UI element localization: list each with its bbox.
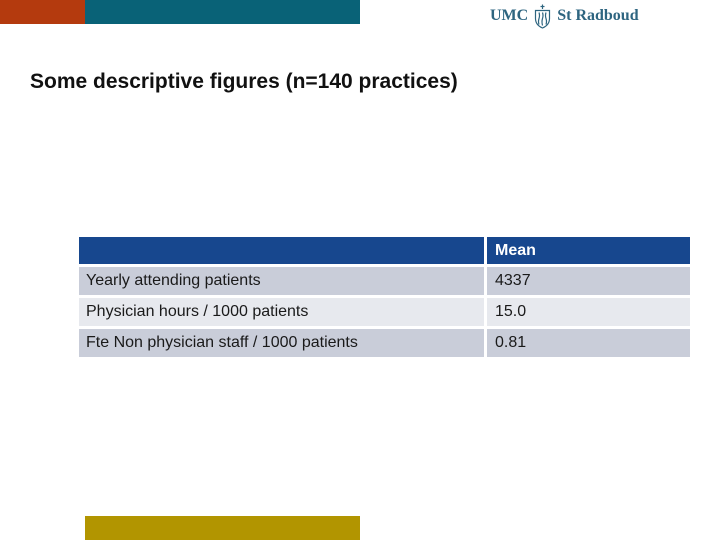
table-row-label: Yearly attending patients [79, 267, 484, 295]
bottom-gold-bar [85, 516, 360, 540]
top-left-red-bar [0, 0, 85, 24]
slide-title: Some descriptive figures (n=140 practice… [30, 70, 458, 93]
logo-umc-text: UMC [490, 7, 529, 24]
radboud-crest-icon [533, 4, 552, 29]
logo-institution-text: St Radboud [557, 7, 639, 24]
table-row-value: 4337 [487, 267, 690, 295]
table-row-value: 15.0 [487, 298, 690, 326]
table-header-mean: Mean [487, 237, 690, 264]
top-teal-bar [85, 0, 360, 24]
table-row-label: Fte Non physician staff / 1000 patients [79, 329, 484, 357]
table-row-label: Physician hours / 1000 patients [79, 298, 484, 326]
table-row-value: 0.81 [487, 329, 690, 357]
table-header-empty-cell [79, 237, 484, 264]
descriptive-figures-table: Mean Yearly attending patients 4337 Phys… [79, 237, 690, 357]
umc-st-radboud-logo: UMC St Radboud [490, 3, 639, 29]
